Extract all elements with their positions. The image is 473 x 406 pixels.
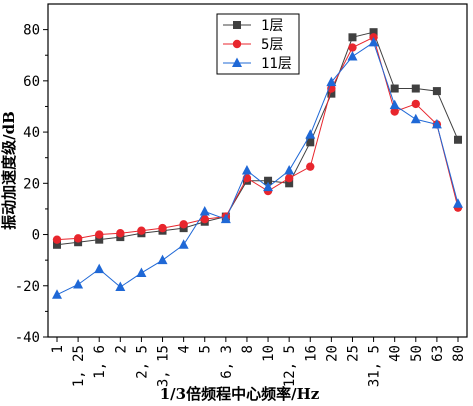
data-point (285, 179, 294, 188)
data-point (158, 223, 167, 233)
x-axis-title: 1/3倍频程中心频率/Hz (160, 385, 320, 403)
data-point (284, 173, 294, 183)
data-point (73, 234, 83, 243)
data-point (179, 220, 188, 229)
x-tick-label: 2, 5 (134, 345, 150, 379)
x-tick-label: 1 (50, 345, 66, 353)
data-point (390, 107, 399, 116)
x-tick-label: 5 (198, 345, 214, 353)
data-point (431, 118, 442, 129)
data-point (94, 263, 105, 274)
x-tick-label: 20 (324, 345, 340, 362)
data-point (136, 267, 147, 277)
data-point (432, 87, 441, 96)
data-point (73, 278, 84, 289)
plot-frame (47, 3, 468, 338)
data-point (411, 84, 420, 93)
data-point (326, 76, 337, 87)
x-tick-label: 4 (177, 345, 193, 353)
legend: 1层 5层 11层 (216, 13, 300, 75)
x-tick-label: 6, 3 (219, 345, 235, 379)
data-point (178, 239, 189, 249)
x-tick-label: 50 (409, 345, 425, 362)
y-tick-label: -20 (15, 279, 40, 295)
data-point (53, 240, 61, 249)
data-point (347, 51, 358, 61)
x-tick-label: 1, 25 (71, 345, 87, 387)
legend-marker (232, 39, 242, 49)
data-point (200, 214, 209, 224)
data-point (157, 254, 168, 265)
data-point (306, 162, 315, 171)
x-tick-label: 8 (240, 345, 256, 353)
data-point (264, 176, 273, 185)
data-point (454, 135, 462, 144)
legend-marker (232, 57, 242, 67)
data-point (368, 36, 379, 47)
x-tick-label: 80 (451, 345, 467, 362)
data-point (263, 181, 274, 192)
data-point (137, 226, 146, 235)
x-tick-label: 63 (430, 345, 446, 362)
x-tick-label: 25 (345, 345, 361, 362)
x-tick-label: 1, 6 (92, 345, 108, 379)
data-point (389, 99, 400, 110)
legend-label: 1层 (261, 18, 283, 34)
data-point (95, 230, 104, 239)
y-tick-label: -40 (15, 330, 40, 346)
data-point (411, 99, 420, 109)
data-point (348, 33, 357, 42)
y-axis-title: 振动加速度级/dB (0, 111, 18, 230)
data-point (305, 129, 316, 139)
x-tick-label: 2 (113, 345, 129, 353)
data-point (306, 138, 315, 147)
y-tick-label: 40 (23, 125, 40, 141)
data-point (115, 281, 126, 292)
series-3 (52, 36, 463, 299)
legend-label: 11层 (261, 56, 292, 72)
legend-label: 5层 (261, 37, 283, 53)
data-point (390, 84, 399, 93)
data-point (199, 205, 210, 216)
data-point (348, 43, 357, 52)
x-tick-label: 16 (303, 345, 319, 362)
data-point (116, 229, 125, 238)
data-point (327, 89, 336, 98)
x-tick-label: 12, 5 (282, 345, 298, 387)
data-point (220, 213, 231, 224)
y-tick-label: 60 (23, 74, 40, 90)
legend-marker (233, 21, 241, 29)
axes: -40 -20 0 20 40 60 80 1 1, 25 1, 6 2 2, 5 3, 15 4 5 6, … (15, 3, 468, 387)
x-tick-label: 10 (261, 345, 277, 362)
x-tick-label: 31, 5 (367, 345, 383, 387)
data-point (369, 28, 378, 37)
data-point (284, 165, 295, 175)
y-tick-label: 20 (23, 176, 40, 192)
data-point (52, 289, 62, 299)
data-point (453, 198, 463, 208)
data-point (95, 235, 104, 244)
y-tick-label: 80 (23, 23, 40, 39)
x-tick-label: 3, 15 (156, 345, 172, 387)
series-layer (52, 28, 463, 299)
data-point (52, 235, 62, 244)
y-tick-label: 0 (32, 228, 40, 244)
series-line (56, 41, 459, 296)
data-point (410, 113, 421, 124)
x-tick-label: 40 (388, 345, 404, 362)
data-point (241, 165, 252, 175)
